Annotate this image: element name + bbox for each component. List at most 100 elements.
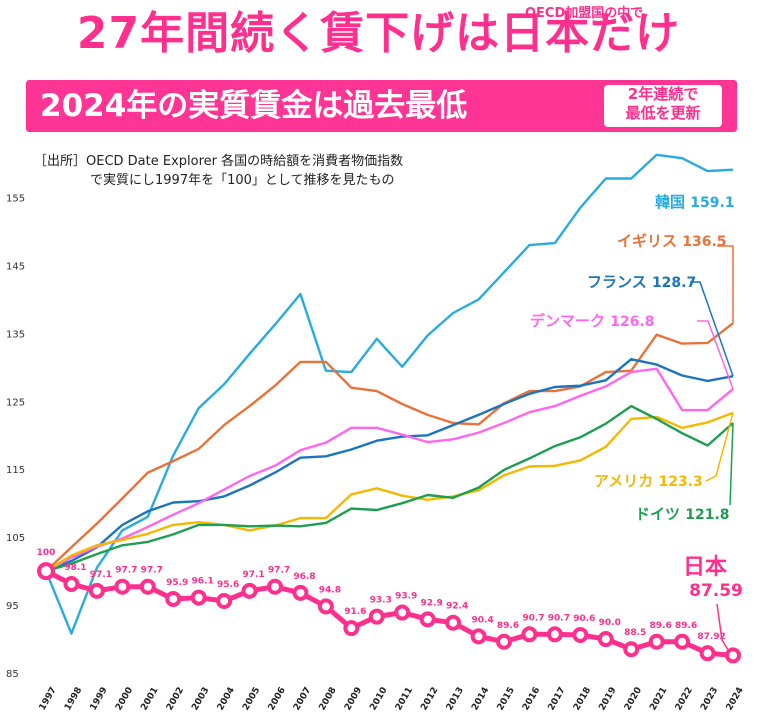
- japan-data-label: 97.7: [268, 566, 290, 576]
- series-leader-line: [697, 320, 734, 390]
- page-title: 27年間続く賃下げは日本だけ: [76, 8, 681, 59]
- series-end-label: 韓国 159.1: [655, 193, 735, 211]
- japan-data-label: 97.7: [141, 566, 163, 576]
- japan-point: [37, 562, 55, 581]
- series-line-1: [44, 153, 734, 635]
- japan-data-label: 90.6: [573, 614, 595, 624]
- x-tick-label: 2011: [394, 686, 415, 713]
- japan-point: [597, 631, 614, 648]
- x-tick-label: 2015: [496, 686, 517, 713]
- japan-data-label: 89.6: [675, 621, 697, 631]
- japan-data-label: 90.0: [599, 618, 621, 628]
- x-tick-label: 1999: [89, 686, 110, 713]
- x-tick-label: 2014: [470, 686, 491, 713]
- japan-data-label: 95.9: [166, 578, 188, 588]
- japan-end-value: 87.59: [689, 581, 743, 601]
- x-tick-label: 2003: [190, 686, 211, 713]
- y-tick-label: 145: [6, 261, 25, 272]
- japan-point: [165, 590, 182, 607]
- japan-point: [674, 633, 691, 650]
- x-tick-label: 1998: [63, 686, 84, 713]
- badge-line-2: 最低を更新: [625, 104, 701, 122]
- japan-data-label: 90.7: [548, 613, 570, 623]
- source-line-2: で実質にし1997年を「100」として推移を見たもの: [90, 173, 395, 188]
- japan-point: [292, 584, 309, 601]
- japan-point: [190, 589, 207, 606]
- source-note: ［出所］OECD Date Explorer 各国の時給額を消費者物価指数 で実…: [34, 152, 403, 190]
- x-tick-label: 2022: [674, 686, 695, 713]
- japan-point: [394, 604, 411, 621]
- japan-point: [216, 593, 233, 610]
- x-tick-label: 2024: [725, 686, 746, 713]
- japan-point: [267, 578, 283, 595]
- japan-point: [317, 598, 334, 615]
- japan-data-label: 88.5: [624, 628, 646, 638]
- title-tag: OECD加盟国の中で: [525, 6, 644, 21]
- series-line-2: [45, 322, 734, 572]
- japan-point: [114, 578, 131, 595]
- japan-leader-line: [716, 603, 730, 652]
- japan-point: [699, 645, 716, 662]
- x-tick-label: 2008: [318, 686, 339, 713]
- x-tick-label: 2021: [648, 686, 669, 713]
- japan-point: [623, 641, 640, 658]
- x-tick-label: 2010: [368, 686, 389, 713]
- japan-data-label: 89.6: [497, 621, 519, 631]
- japan-data-label: 91.6: [344, 607, 366, 617]
- japan-data-label: 95.6: [217, 580, 239, 590]
- japan-data-label: 89.6: [650, 621, 672, 631]
- y-tick-label: 125: [6, 397, 25, 408]
- record-badge: 2年連続で 最低を更新: [604, 85, 722, 127]
- y-tick-label: 135: [6, 329, 25, 340]
- japan-data-label: 100: [37, 548, 56, 558]
- series-leader-line: [705, 412, 734, 482]
- japan-data-label: 90.4: [471, 615, 493, 625]
- japan-data-label: 93.3: [370, 596, 392, 606]
- y-tick-label: 155: [6, 194, 25, 205]
- japan-data-label: 96.8: [293, 572, 315, 582]
- japan-point: [572, 626, 589, 643]
- japan-data-label: 90.7: [522, 613, 544, 623]
- japan-point: [63, 576, 80, 593]
- series-line-3: [45, 358, 734, 573]
- x-tick-label: 2007: [292, 686, 313, 713]
- japan-data-label: 87.92: [697, 632, 725, 642]
- x-tick-label: 2013: [445, 686, 466, 713]
- series-line-7: [44, 568, 734, 658]
- series-end-label: アメリカ 123.3: [594, 472, 703, 490]
- japan-data-label: 92.9: [421, 598, 443, 608]
- japan-data-label: 94.8: [319, 585, 341, 595]
- x-tick-label: 2023: [699, 686, 720, 713]
- japan-name-label: 日本: [683, 555, 727, 580]
- japan-point: [648, 633, 665, 650]
- y-tick-label: 85: [6, 669, 19, 680]
- japan-data-label: 97.1: [90, 570, 112, 580]
- x-tick-label: 2017: [547, 686, 568, 713]
- x-tick-label: 2020: [623, 686, 644, 713]
- x-tick-label: 2016: [521, 686, 542, 713]
- japan-point: [521, 626, 538, 643]
- series-line-6: [45, 404, 734, 573]
- x-tick-label: 1997: [38, 686, 59, 713]
- japan-point: [725, 647, 741, 664]
- x-tick-label: 2006: [267, 686, 288, 713]
- japan-point: [343, 620, 360, 637]
- japan-data-label: 93.9: [395, 592, 417, 602]
- series-end-label: イギリス 136.5: [617, 232, 727, 250]
- x-tick-label: 2012: [419, 686, 440, 713]
- x-tick-label: 2018: [572, 686, 593, 713]
- series-end-label: デンマーク 126.8: [530, 312, 655, 330]
- japan-point: [88, 582, 105, 599]
- japan-data-label: 96.1: [192, 577, 214, 587]
- x-tick-label: 2001: [139, 686, 160, 713]
- japan-data-label: 97.1: [242, 570, 264, 580]
- source-line-1: ［出所］OECD Date Explorer 各国の時給額を消費者物価指数: [34, 154, 404, 169]
- series-line-5: [45, 411, 734, 573]
- subtitle: 2024年の実質賃金は過去最低: [40, 88, 468, 124]
- japan-data-label: 97.7: [115, 566, 137, 576]
- x-tick-label: 2002: [165, 686, 186, 713]
- japan-point: [139, 578, 156, 595]
- japan-point: [470, 628, 487, 645]
- japan-data-label: 98.1: [64, 563, 86, 573]
